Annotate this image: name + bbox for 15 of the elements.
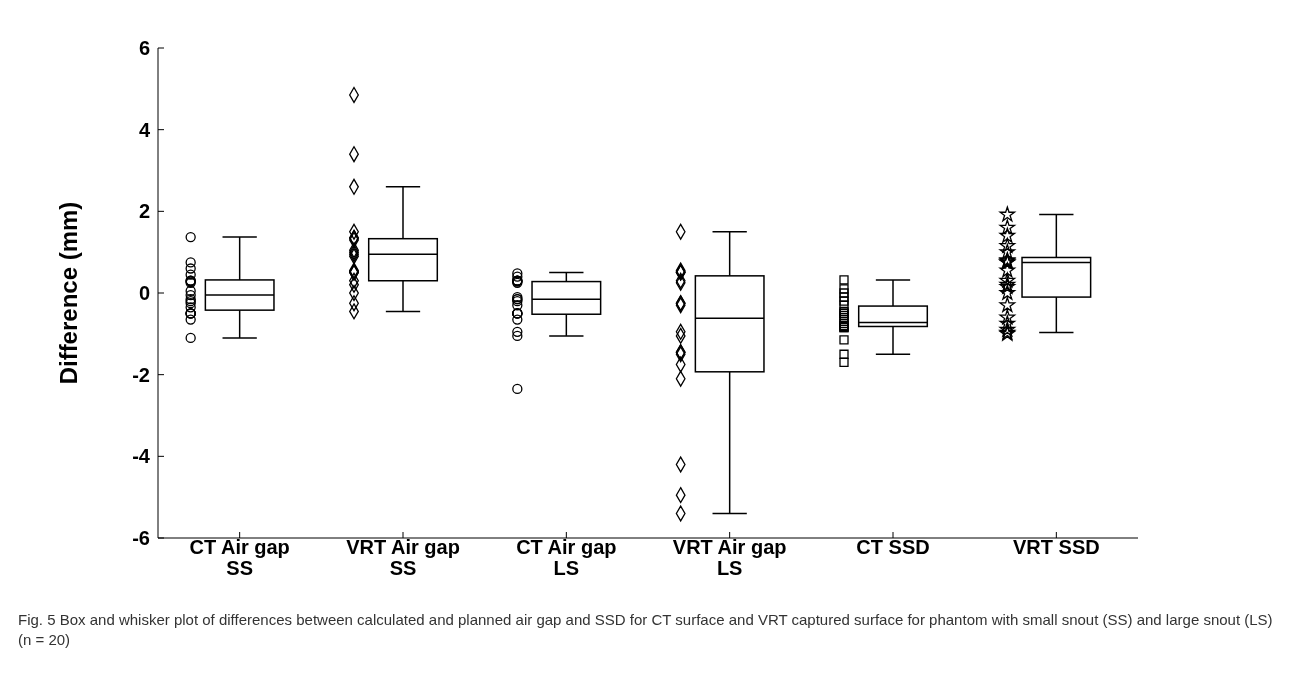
x-tick-label: CT SSD — [856, 536, 930, 558]
x-tick-label: VRT Air gap LS — [672, 536, 787, 579]
y-tick-label: -4 — [132, 445, 151, 468]
y-tick-label: -2 — [132, 363, 150, 386]
y-tick-label: 2 — [138, 200, 150, 223]
x-tick-label: CT Air gap LS — [516, 536, 617, 579]
y-axis-title: Difference (mm) — [54, 201, 82, 385]
x-tick-label: VRT Air gap SS — [346, 536, 460, 579]
caption: Fig. 5 Box and whisker plot of differences between calculated and planned air gap and SSD for CT surface and VRT captured surface for phantom with small snout (SS) and large snout (LS) (n = 20) — [17, 610, 1274, 650]
y-tick-label: 4 — [138, 118, 151, 141]
y-tick-label: 0 — [138, 282, 150, 305]
y-tick-label: 6 — [138, 37, 150, 60]
y-tick-label: -6 — [132, 527, 150, 550]
x-tick-label: CT Air gap SS — [189, 536, 290, 579]
x-tick-label: VRT SSD — [1012, 536, 1100, 558]
